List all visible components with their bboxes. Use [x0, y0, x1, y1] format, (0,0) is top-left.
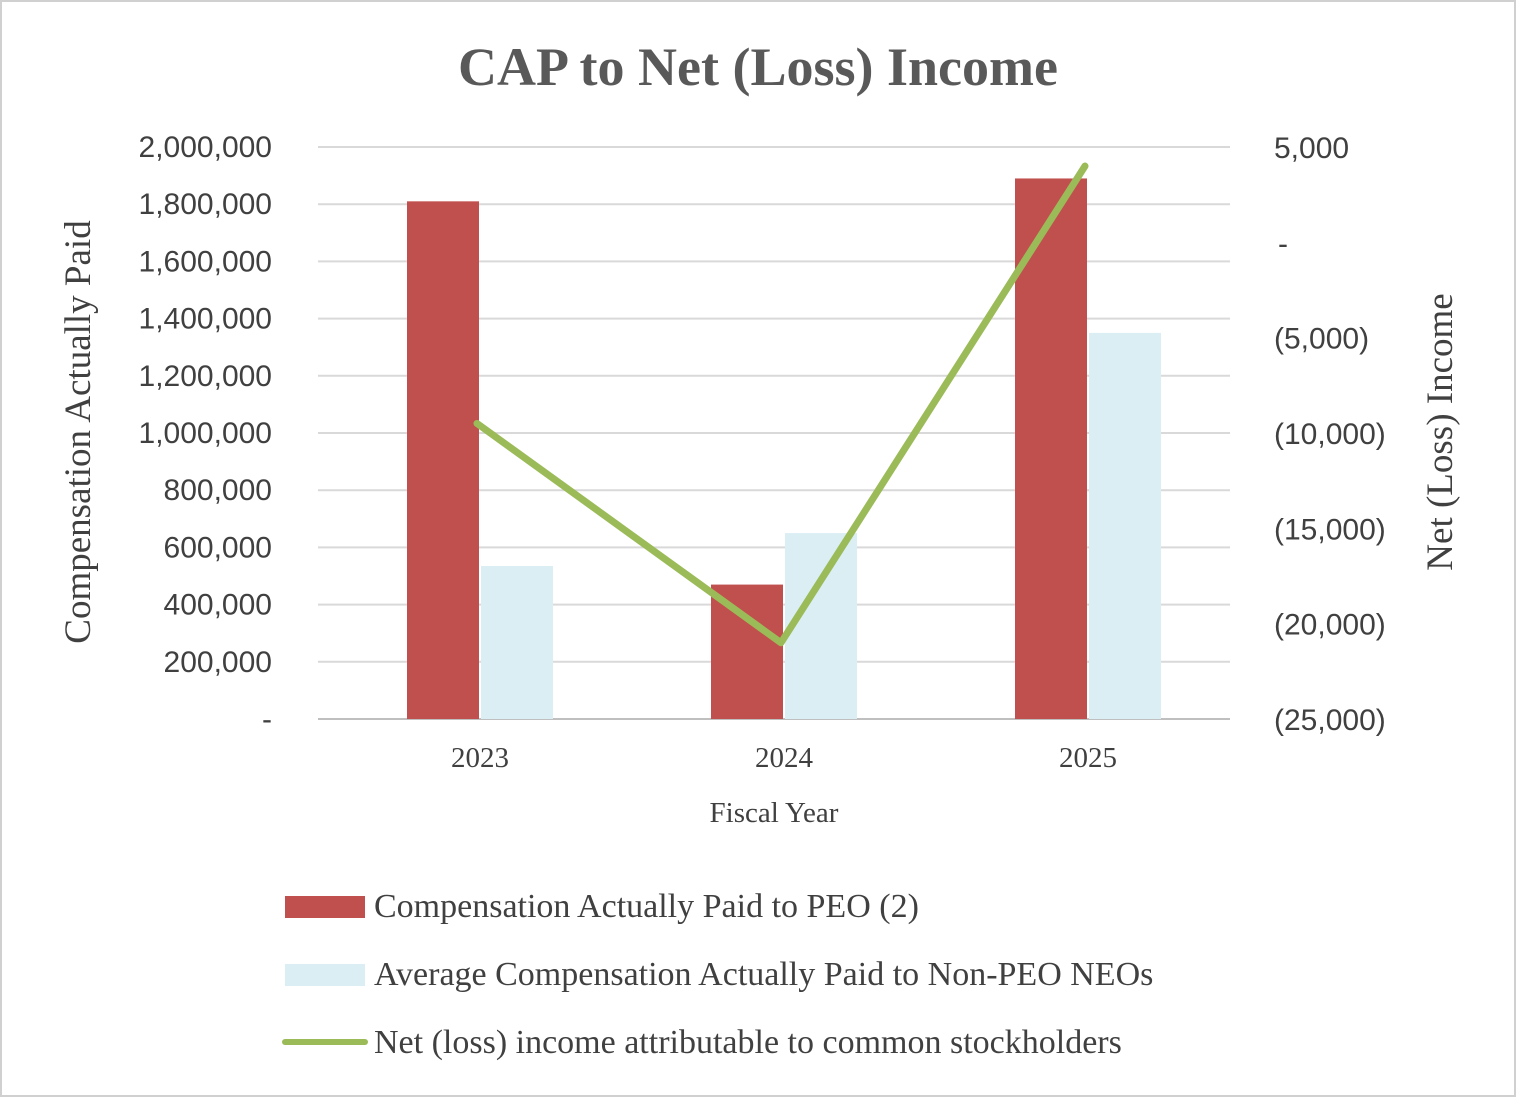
bar-non-peo [481, 565, 553, 719]
left-tick-label: 1,800,000 [139, 188, 272, 221]
left-tick-label: 1,000,000 [139, 417, 272, 450]
legend-label-non-peo: Average Compensation Actually Paid to No… [374, 956, 1153, 993]
left-axis-label: Compensation Actually Paid [58, 220, 99, 644]
right-axis-label: Net (Loss) Income [1420, 293, 1461, 570]
x-tick-label: 2023 [451, 742, 509, 774]
bar-non-peo [785, 533, 857, 719]
left-tick-label: 1,400,000 [139, 303, 272, 336]
left-tick-label: 200,000 [164, 646, 272, 679]
left-axis-ticks: - 200,000 400,000 600,000 800,000 1,000,000 1,… [139, 131, 272, 736]
left-tick-label: 600,000 [164, 531, 272, 564]
bar-peo [1015, 178, 1087, 719]
left-tick-label: 2,000,000 [139, 131, 272, 164]
legend-label-peo: Compensation Actually Paid to PEO (2) [374, 888, 919, 925]
x-axis-ticks: 2023 2024 2025 [451, 742, 1117, 774]
legend: Compensation Actually Paid to PEO (2) Av… [282, 888, 1153, 1061]
net-income-line [473, 162, 1089, 647]
right-axis-ticks: (25,000) (20,000) (15,000) (10,000) (5,000) -… [1274, 132, 1386, 737]
left-tick-label: 1,200,000 [139, 360, 272, 393]
x-tick-label: 2025 [1059, 742, 1117, 774]
bar-peo [407, 201, 479, 720]
line-layer [473, 162, 1089, 647]
left-tick-label: - [262, 703, 272, 736]
right-tick-label: (20,000) [1274, 609, 1386, 642]
right-tick-label: (25,000) [1274, 704, 1386, 737]
legend-label-net-income: Net (loss) income attributable to common… [374, 1024, 1122, 1061]
bars [407, 178, 1161, 720]
right-tick-label: - [1278, 227, 1288, 260]
left-tick-label: 1,600,000 [139, 245, 272, 278]
right-tick-label: 5,000 [1274, 132, 1349, 165]
right-tick-label: (15,000) [1274, 513, 1386, 546]
legend-swatch-peo [285, 896, 365, 918]
left-tick-label: 800,000 [164, 474, 272, 507]
legend-swatch-non-peo [285, 964, 365, 986]
chart-title: CAP to Net (Loss) Income [458, 37, 1058, 97]
bar-non-peo [1089, 332, 1161, 719]
right-tick-label: (10,000) [1274, 418, 1386, 451]
bar-peo [711, 584, 783, 719]
x-axis-label: Fiscal Year [710, 797, 839, 829]
right-tick-label: (5,000) [1274, 323, 1369, 356]
left-tick-label: 400,000 [164, 589, 272, 622]
x-tick-label: 2024 [755, 742, 814, 774]
